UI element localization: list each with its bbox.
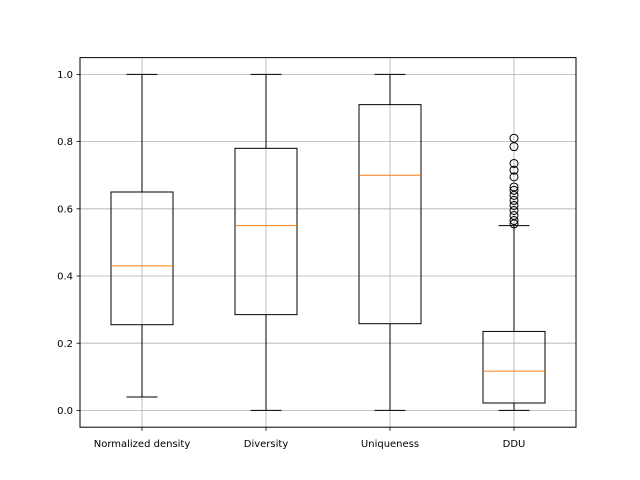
outlier-point bbox=[509, 216, 519, 226]
x-tick-label: Normalized density bbox=[94, 439, 191, 450]
y-tick-label: 0.4 bbox=[57, 272, 73, 283]
box-1 bbox=[110, 73, 174, 398]
box-4 bbox=[482, 133, 546, 411]
x-axis: Normalized density Diversity Uniqueness DDU bbox=[94, 427, 526, 450]
outlier-point bbox=[509, 205, 519, 215]
y-tick-label: 0.0 bbox=[57, 406, 73, 417]
outlier-point bbox=[509, 195, 519, 205]
box-body bbox=[482, 330, 546, 404]
outlier-point bbox=[509, 165, 519, 175]
outlier-point bbox=[509, 133, 519, 143]
boxes bbox=[110, 73, 546, 411]
y-axis: 0.0 0.2 0.4 0.6 0.8 1.0 bbox=[57, 70, 80, 417]
box-2 bbox=[234, 73, 298, 411]
outlier-point bbox=[509, 172, 519, 182]
box-body bbox=[234, 147, 298, 316]
box-3 bbox=[358, 73, 422, 411]
x-tick-label: DDU bbox=[503, 439, 526, 450]
y-tick-label: 0.6 bbox=[57, 204, 73, 215]
outlier-point bbox=[509, 185, 519, 195]
y-tick-label: 1.0 bbox=[57, 70, 73, 81]
box-body bbox=[358, 104, 422, 325]
grid-lines bbox=[80, 57, 576, 428]
outlier-point bbox=[509, 158, 519, 168]
box-body bbox=[110, 191, 174, 326]
plot-frame bbox=[79, 57, 577, 428]
outlier-point bbox=[509, 200, 519, 210]
x-tick-label: Uniqueness bbox=[361, 439, 419, 450]
outlier-point bbox=[509, 211, 519, 221]
outlier-point bbox=[509, 182, 519, 192]
x-tick-label: Diversity bbox=[244, 439, 289, 450]
y-tick-label: 0.2 bbox=[57, 339, 73, 350]
y-tick-label: 0.8 bbox=[57, 137, 73, 148]
